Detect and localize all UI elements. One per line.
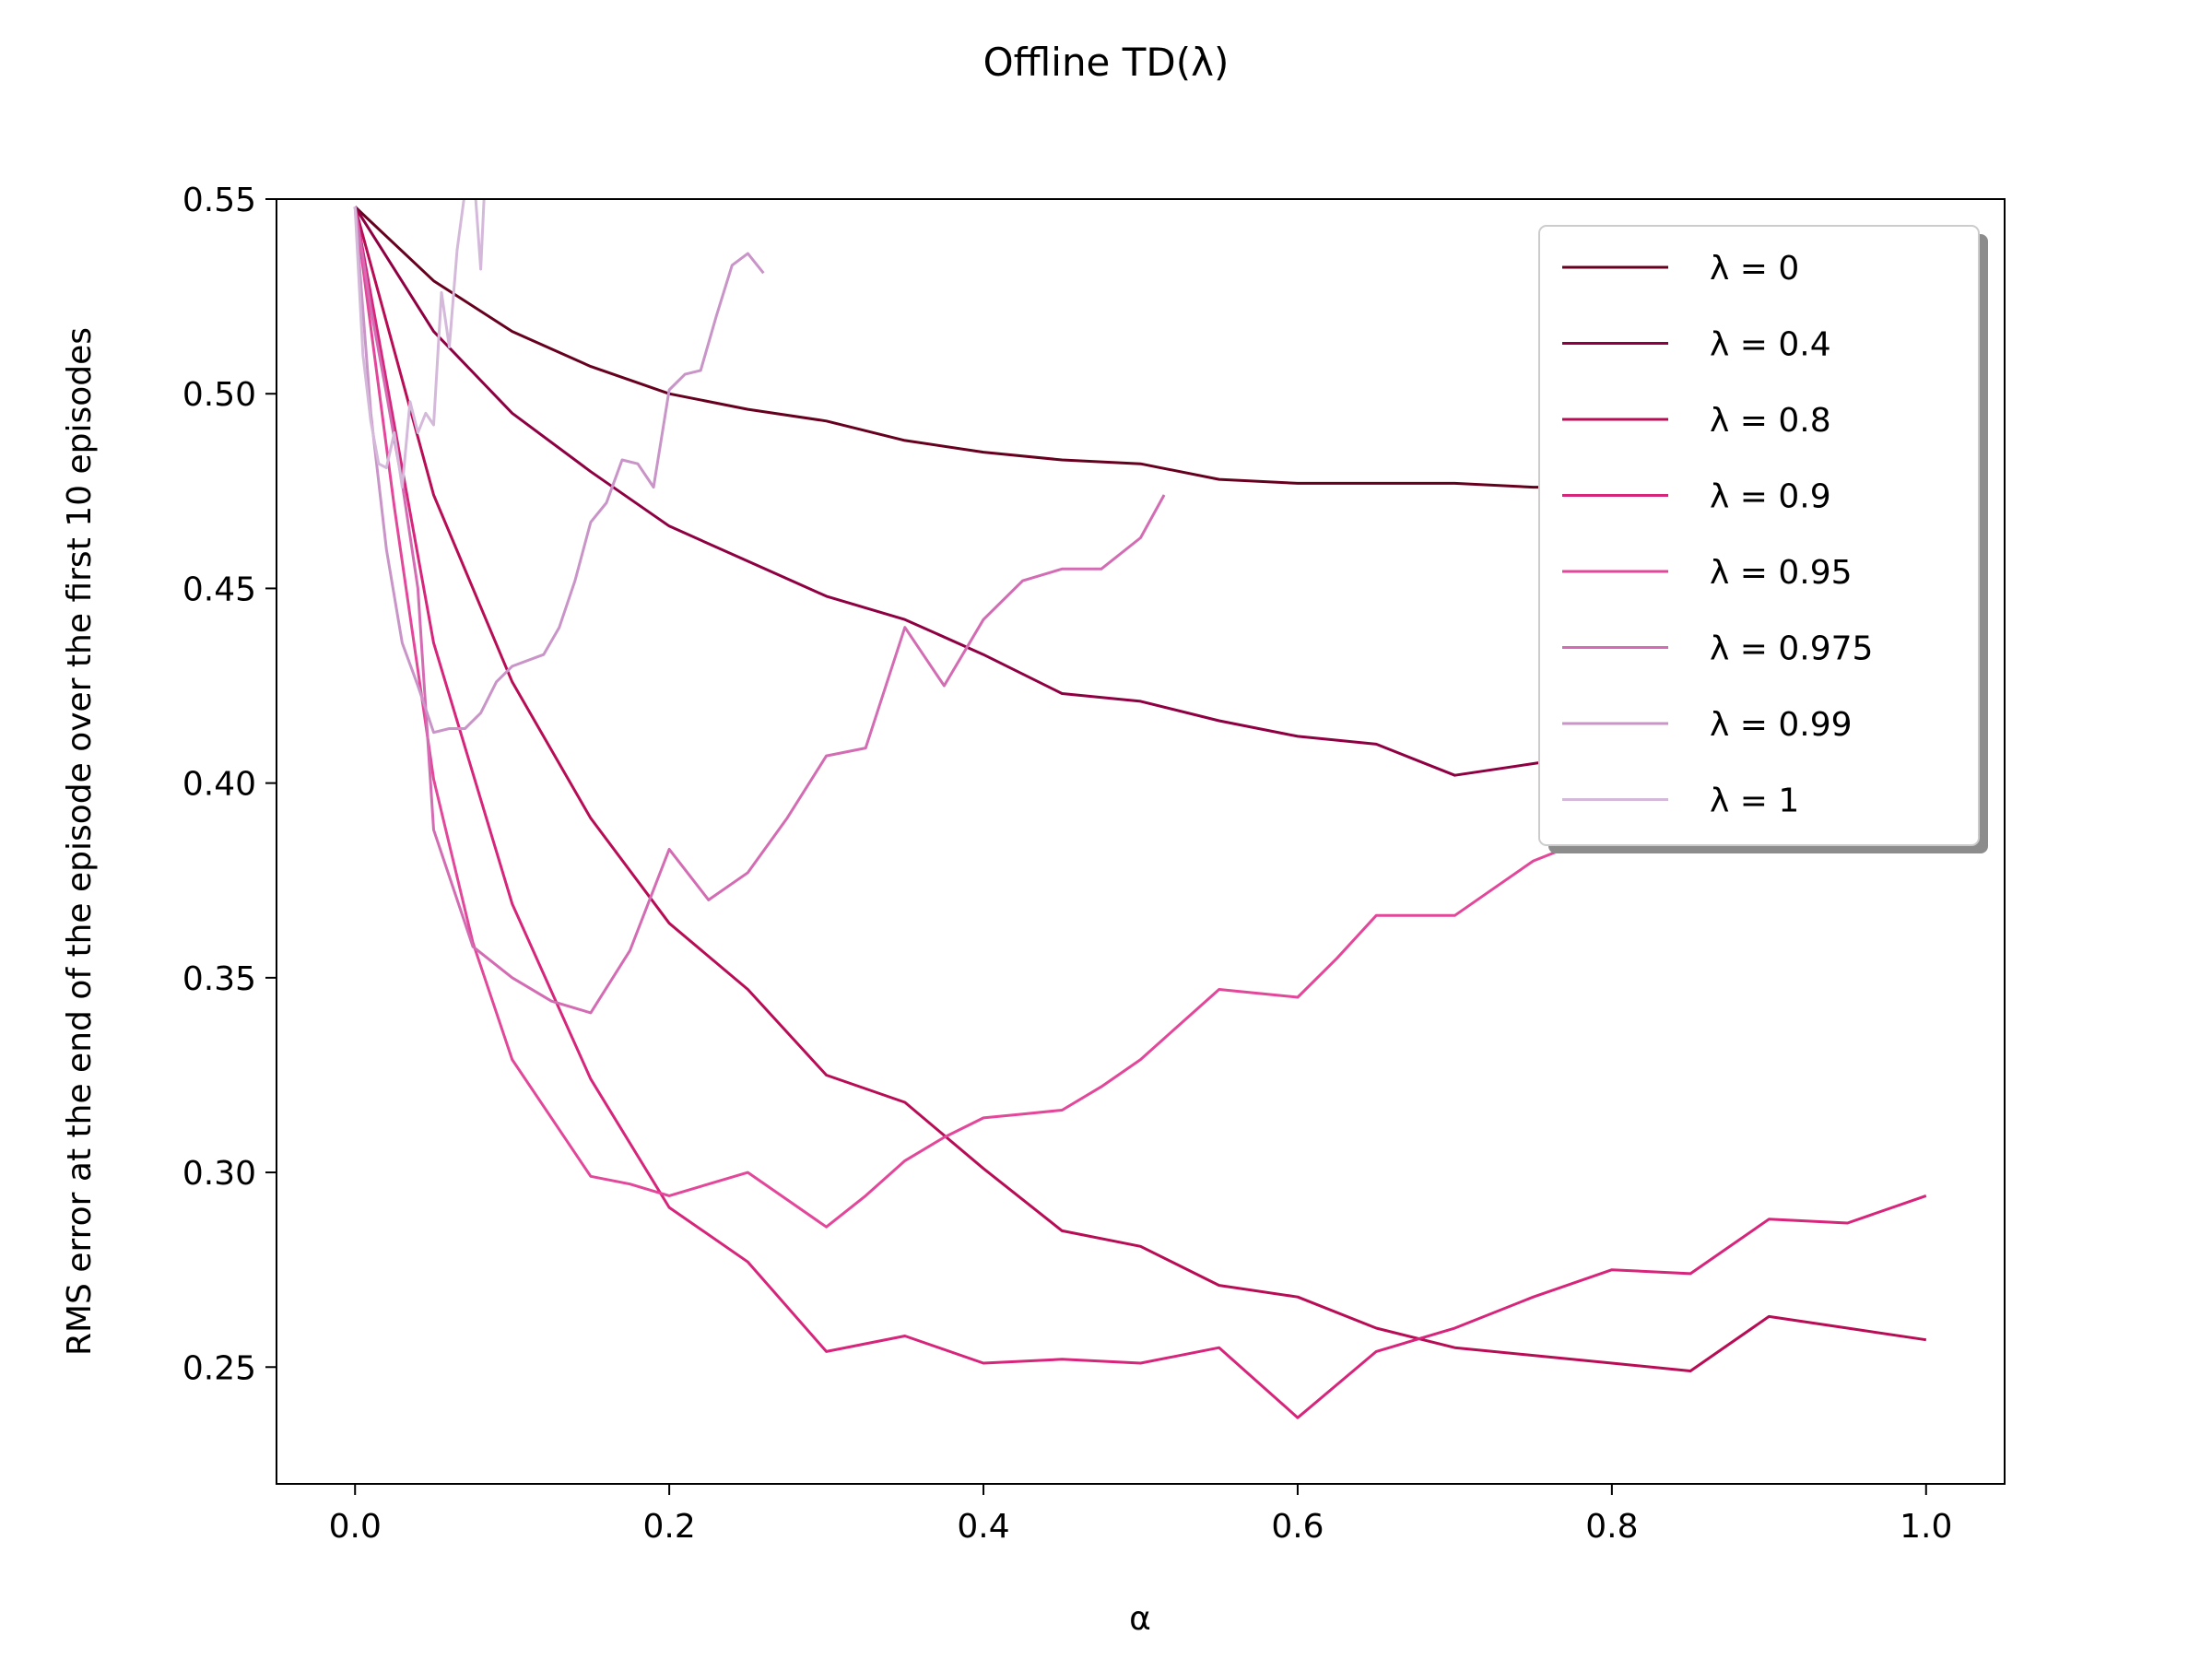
plot-frame [276,198,2006,1485]
legend-label: λ = 0.975 [1710,630,1873,668]
legend-label: λ = 0.99 [1710,706,1853,744]
legend-label: λ = 0.95 [1710,554,1853,592]
chart-title: Offline TD(λ) [983,40,1230,85]
legend-label: λ = 1 [1710,782,1799,820]
y-tick-label: 0.35 [182,960,256,998]
y-tick-label: 0.45 [182,571,256,608]
x-axis-ticks: 0.0 0.2 0.4 0.6 0.8 1.0 [329,1484,1952,1546]
series-line-2 [353,206,1927,1372]
series-line-6 [353,206,765,735]
series-line-5 [353,206,1166,1015]
x-tick-label: 0.8 [1585,1508,1638,1546]
legend-label: λ = 0 [1710,250,1799,288]
y-tick-label: 0.25 [182,1349,256,1387]
x-tick-label: 0.2 [643,1508,696,1546]
x-tick-label: 1.0 [1900,1508,1952,1546]
y-axis-ticks: 0.25 0.30 0.35 0.40 0.45 0.50 0.55 [182,182,276,1387]
x-tick-label: 0.4 [957,1508,1009,1546]
legend-label: λ = 0.9 [1710,478,1831,516]
series-line-4 [353,206,1613,1229]
legend-label: λ = 0.4 [1710,326,1831,364]
y-axis-label: RMS error at the end of the episode over… [61,327,99,1356]
series-line-7 [353,199,486,489]
y-tick-label: 0.40 [182,766,256,804]
y-tick-label: 0.30 [182,1155,256,1193]
y-tick-label: 0.50 [182,376,256,414]
legend-box [1538,225,1980,846]
x-axis-label: α [1129,1600,1151,1638]
x-tick-label: 0.6 [1271,1508,1324,1546]
legend: λ = 0 λ = 0.4 λ = 0.8 λ = 0.9 λ = 0.95 λ = 0.… [1538,225,1988,853]
legend-label: λ = 0.8 [1710,402,1831,440]
y-tick-label: 0.55 [182,182,256,219]
series-line-3 [353,206,1927,1419]
x-tick-label: 0.0 [329,1508,382,1546]
